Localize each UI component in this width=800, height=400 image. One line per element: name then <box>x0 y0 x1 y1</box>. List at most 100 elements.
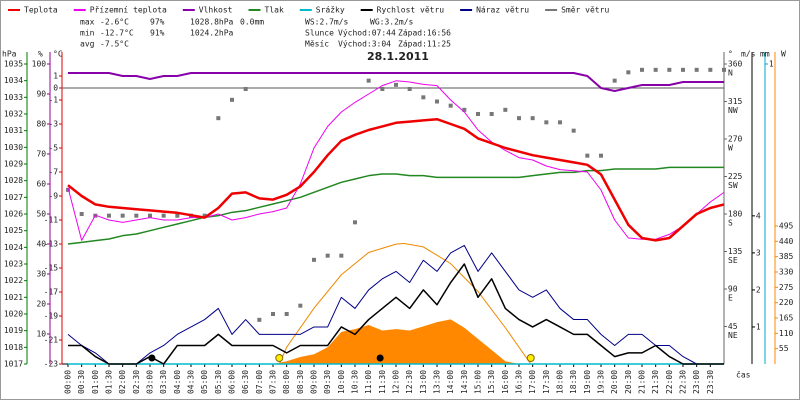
tick-label: 1023 <box>4 260 23 269</box>
sun-marker <box>275 354 284 362</box>
wind-direction-point <box>66 187 70 192</box>
x-tick-label: 21:00 <box>638 370 647 394</box>
wind-direction-point <box>722 67 726 72</box>
axis-unit: hPa <box>2 50 17 59</box>
legend-label: Přízemní teplota <box>90 6 167 15</box>
x-tick-label: 09:30 <box>323 370 332 394</box>
wind-direction-point <box>284 312 289 316</box>
x-tick-label: 06:30 <box>241 370 250 394</box>
wind-direction-point <box>653 67 658 72</box>
x-tick-label: 16:00 <box>501 370 510 394</box>
tick-label: 1035 <box>4 60 23 69</box>
axis-unit: mm <box>760 50 770 59</box>
series-line <box>67 117 725 242</box>
x-tick-label: 01:00 <box>91 370 100 394</box>
tick-label: -9 <box>48 192 58 201</box>
tick-label: 495 <box>779 221 794 230</box>
x-tick-label: 23:00 <box>692 370 701 394</box>
tick-label: 315 <box>728 97 743 106</box>
tick-label: 360 <box>728 60 743 69</box>
stat-text: 91% <box>150 29 165 38</box>
x-tick-label: 02:00 <box>118 370 127 394</box>
wind-direction-point <box>640 67 644 72</box>
wind-direction-point <box>708 67 713 72</box>
tick-label: 1019 <box>4 326 23 335</box>
wind-direction-point <box>120 213 125 218</box>
wind-direction-point <box>407 87 412 91</box>
tick-label: 1 <box>756 322 761 331</box>
tick-label: -11 <box>44 216 59 225</box>
wind-direction-point <box>421 95 426 100</box>
x-tick-label: 01:30 <box>105 370 114 394</box>
tick-label: 1018 <box>4 343 23 352</box>
info-text: Měsíc <box>305 40 329 49</box>
axis-unit: m/s <box>741 50 756 59</box>
wind-direction-point <box>312 257 316 262</box>
x-tick-label: 00:00 <box>64 370 73 394</box>
info-text: Západ:16:56 <box>398 29 451 38</box>
legend-label: Náraz větru <box>476 6 529 15</box>
legend-label: Tlak <box>265 6 284 15</box>
wind-direction-point <box>380 87 385 91</box>
tick-label: 1032 <box>4 110 23 119</box>
series-line <box>67 80 725 241</box>
wind-direction-point <box>517 116 521 121</box>
x-tick-label: 03:30 <box>159 370 168 394</box>
series-line <box>68 72 724 92</box>
x-tick-label: 14:30 <box>460 370 469 394</box>
info-text: Východ:3:04 <box>338 40 391 49</box>
wind-direction-point <box>435 99 439 104</box>
wind-direction-point <box>585 153 590 158</box>
tick-label: 440 <box>779 237 794 246</box>
tick-label: 110 <box>779 329 794 338</box>
moon-marker <box>148 354 156 362</box>
compass-label: NE <box>728 331 738 340</box>
x-tick-label: 05:30 <box>214 370 223 394</box>
x-tick-label: 07:30 <box>269 370 278 394</box>
x-tick-label: 05:00 <box>200 370 209 394</box>
x-tick-label: 07:00 <box>255 370 264 394</box>
x-tick-label: 08:30 <box>296 370 305 394</box>
tick-label: -5 <box>48 144 58 153</box>
compass-label: SW <box>728 181 738 190</box>
wind-direction-point <box>353 220 357 225</box>
x-tick-label: 11:30 <box>378 370 387 394</box>
wind-direction-point <box>148 213 152 218</box>
chart-title: 28.1.2011 <box>367 50 429 63</box>
wind-direction-point <box>571 128 576 133</box>
wind-direction-point <box>626 70 631 75</box>
compass-label: N <box>728 69 733 78</box>
tick-label: 225 <box>728 172 743 181</box>
wind-direction-point <box>544 120 549 125</box>
wind-direction-point <box>476 112 480 116</box>
x-tick-label: 13:30 <box>433 370 442 394</box>
wind-direction-point <box>530 116 535 121</box>
stat-text: -2.6°C <box>100 18 129 27</box>
x-tick-label: 14:00 <box>446 370 455 394</box>
tick-label: 180 <box>728 210 743 219</box>
series-line <box>67 244 724 365</box>
wind-direction-point <box>325 253 330 258</box>
x-tick-label: 18:30 <box>569 370 578 394</box>
x-tick-label: 15:30 <box>487 370 496 394</box>
sun-curve <box>278 243 532 365</box>
tick-label: 1028 <box>4 176 23 185</box>
tick-label: 1017 <box>4 360 23 369</box>
wind-direction-point <box>134 213 139 218</box>
wind-direction-point <box>271 312 275 316</box>
wind-direction-point <box>243 87 248 91</box>
tick-label: 0 <box>53 84 58 93</box>
tick-label: 50 <box>36 210 46 219</box>
x-tick-label: 13:00 <box>419 370 428 394</box>
tick-label: -17 <box>44 288 59 297</box>
tick-label: -19 <box>44 312 59 321</box>
legend-label: Srážky <box>316 6 345 15</box>
tick-label: -1 <box>48 96 58 105</box>
stat-text: 1024.2hPa <box>190 29 234 38</box>
tick-label: 40 <box>36 240 46 249</box>
x-tick-label: 04:00 <box>173 370 182 394</box>
tick-label: 220 <box>779 298 794 307</box>
wind-direction-point <box>257 317 262 322</box>
wind-direction-point <box>202 213 207 218</box>
tick-label: 275 <box>779 283 794 292</box>
